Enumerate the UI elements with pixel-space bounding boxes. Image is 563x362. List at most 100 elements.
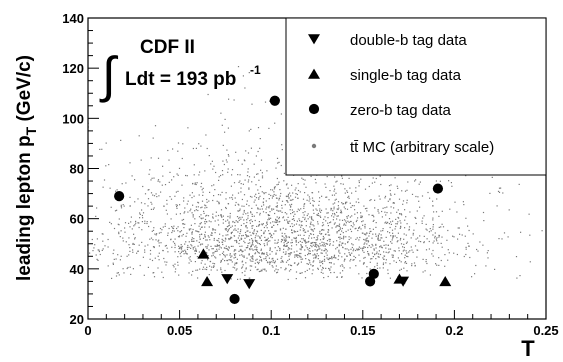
- mc-point: [397, 257, 399, 259]
- mc-point: [165, 264, 167, 266]
- mc-point: [357, 248, 360, 250]
- mc-point: [282, 251, 285, 253]
- mc-point: [243, 240, 245, 242]
- mc-point: [349, 267, 351, 269]
- mc-point: [238, 204, 240, 206]
- mc-point: [242, 255, 244, 257]
- mc-point: [272, 259, 274, 261]
- mc-point: [185, 235, 187, 237]
- mc-point: [301, 238, 303, 240]
- mc-point: [249, 231, 251, 233]
- mc-point: [268, 207, 270, 209]
- mc-point: [92, 250, 94, 252]
- mc-point: [183, 200, 185, 202]
- mc-point: [146, 222, 148, 225]
- mc-point: [359, 226, 361, 228]
- mc-point: [118, 224, 120, 226]
- mc-point: [377, 234, 379, 236]
- mc-point: [343, 223, 345, 225]
- mc-point: [141, 214, 143, 217]
- mc-point: [204, 204, 206, 206]
- mc-point: [272, 189, 274, 191]
- mc-point: [394, 193, 396, 195]
- mc-point: [309, 198, 311, 200]
- mc-point: [333, 185, 335, 187]
- mc-point: [251, 225, 253, 227]
- mc-point: [182, 218, 185, 221]
- mc-point: [264, 101, 267, 103]
- mc-point: [295, 278, 297, 280]
- mc-point: [149, 169, 151, 171]
- mc-point: [361, 216, 363, 219]
- mc-point: [140, 202, 143, 204]
- mc-point: [305, 225, 307, 227]
- mc-point: [312, 219, 314, 221]
- mc-point: [290, 206, 292, 208]
- y-tick-label: 140: [62, 11, 84, 26]
- mc-point: [224, 118, 226, 120]
- mc-point: [253, 176, 255, 178]
- mc-point: [389, 226, 391, 229]
- mc-point: [310, 233, 312, 235]
- mc-point: [315, 242, 317, 244]
- mc-point: [283, 245, 286, 247]
- mc-point: [339, 233, 342, 235]
- mc-point: [251, 227, 253, 229]
- mc-point: [126, 267, 128, 270]
- mc-point: [327, 217, 329, 219]
- mc-point: [316, 239, 318, 241]
- mc-point: [153, 246, 155, 248]
- mc-point: [310, 228, 312, 230]
- mc-point: [297, 234, 299, 236]
- mc-point: [139, 213, 141, 215]
- mc-point: [407, 256, 409, 258]
- mc-point: [320, 211, 322, 213]
- mc-point: [432, 226, 434, 228]
- mc-point: [502, 192, 504, 194]
- mc-point: [316, 253, 318, 255]
- mc-point: [415, 238, 417, 240]
- mc-point: [134, 238, 136, 240]
- mc-point: [252, 260, 254, 262]
- mc-point: [401, 253, 403, 255]
- mc-point: [268, 261, 270, 263]
- mc-point: [320, 209, 323, 211]
- mc-point: [235, 201, 237, 204]
- mc-point: [154, 233, 156, 235]
- mc-point: [309, 233, 312, 235]
- mc-point: [350, 248, 352, 250]
- mc-point: [282, 217, 284, 219]
- mc-point: [110, 206, 112, 208]
- mc-point: [394, 250, 396, 252]
- mc-point: [271, 251, 273, 253]
- mc-point: [174, 238, 176, 240]
- mc-point: [134, 237, 136, 239]
- mc-point: [330, 262, 332, 264]
- mc-point: [248, 253, 250, 255]
- mc-point: [402, 250, 404, 252]
- mc-point: [326, 240, 329, 242]
- mc-point: [156, 233, 158, 235]
- mc-point: [333, 206, 335, 208]
- mc-point: [429, 274, 431, 276]
- mc-point: [258, 198, 260, 200]
- mc-point: [353, 259, 355, 261]
- mc-point: [347, 215, 349, 217]
- mc-point: [200, 243, 202, 245]
- mc-point: [298, 262, 300, 264]
- mc-point: [462, 201, 464, 203]
- mc-point: [162, 276, 164, 279]
- mc-point: [265, 256, 267, 258]
- mc-point: [385, 247, 387, 249]
- mc-point: [266, 170, 268, 172]
- mc-point: [214, 245, 216, 247]
- mc-point: [237, 237, 239, 239]
- mc-point: [423, 242, 425, 244]
- mc-point: [390, 206, 392, 208]
- mc-point: [341, 212, 343, 214]
- mc-point: [260, 169, 262, 171]
- mc-point: [325, 267, 327, 269]
- mc-point: [371, 214, 373, 216]
- mc-point: [176, 173, 178, 175]
- mc-point: [273, 208, 275, 210]
